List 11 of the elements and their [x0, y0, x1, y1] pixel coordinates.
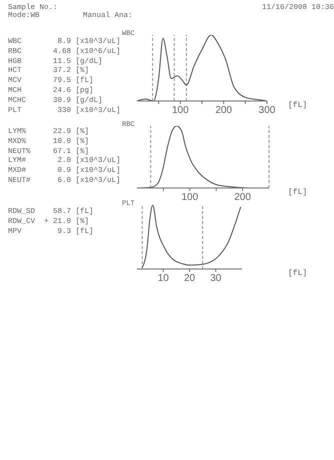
- x-tick-label: 100: [181, 192, 199, 204]
- x-tick-label: 200: [215, 105, 232, 116]
- x-axis-title: [fL]: [288, 101, 308, 110]
- x-tick-label: 200: [234, 192, 252, 204]
- x-axis-title: [fL]: [288, 188, 308, 197]
- x-tick-label: 30: [210, 273, 222, 284]
- x-tick-label: 300: [258, 105, 276, 116]
- x-axis-title: [fL]: [288, 269, 308, 278]
- x-tick-label: 100: [172, 105, 190, 116]
- x-tick-label: 10: [158, 273, 170, 284]
- x-tick-label: 20: [184, 273, 196, 284]
